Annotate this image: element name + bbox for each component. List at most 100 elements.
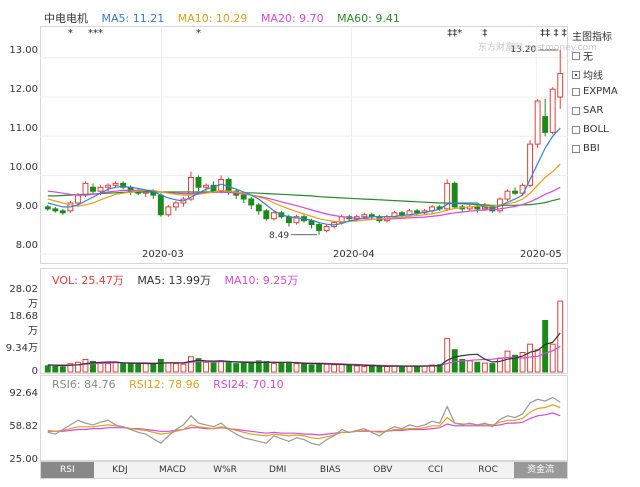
vol-ma10-legend: MA10: 9.25万 (224, 274, 299, 287)
tab-dmi[interactable]: DMI (268, 465, 287, 475)
candle-body (263, 210, 270, 220)
volume-bar (293, 363, 300, 373)
vol-tick-zero: 0 (31, 366, 38, 377)
tab-rsi[interactable]: RSI (41, 462, 94, 478)
volume-bar (361, 365, 368, 373)
volume-bar (444, 338, 451, 373)
volume-bar (142, 363, 149, 373)
checkbox-icon (572, 125, 580, 134)
candle-body (59, 210, 66, 214)
volume-bar (549, 343, 556, 373)
event-mark: * (196, 28, 201, 39)
tab-wr[interactable]: W%R (213, 465, 237, 475)
volume-bar (188, 356, 194, 373)
price-chart[interactable]: * ** * * ‡‡* ‡ ‡‡ ‡ ‡13.208.49 (40, 26, 568, 264)
indicator-sar[interactable]: SAR (572, 105, 603, 116)
volume-bar (105, 363, 112, 373)
candle-body (399, 212, 405, 216)
volume-bar (481, 362, 488, 373)
volume-bar (346, 364, 353, 373)
candle-body (188, 176, 194, 200)
volume-bar (331, 364, 338, 373)
watermark: 东方财富网 eastmoney.com (478, 43, 597, 53)
tab-fund-flow[interactable]: 资金流 (514, 462, 567, 478)
vol-tick-low: 9.34万 (5, 343, 38, 354)
volume-bar (436, 364, 443, 373)
volume-bar (263, 360, 270, 373)
checkbox-icon (572, 144, 580, 153)
volume-bar (285, 361, 292, 373)
candle-body (74, 194, 81, 204)
volume-bar (323, 363, 330, 373)
volume-bar (74, 361, 81, 373)
candle-body (474, 206, 481, 210)
event-mark: ** (88, 28, 98, 39)
tab-obv[interactable]: OBV (373, 465, 393, 475)
volume-bar (489, 363, 496, 373)
rsi-tick-mid: 58.82 (9, 421, 38, 432)
tab-macd[interactable]: MACD (158, 465, 186, 475)
candle-body (285, 216, 292, 224)
candle-body (444, 182, 451, 210)
checkbox-icon (572, 106, 580, 115)
ma5-legend: MA5: 11.21 (101, 12, 165, 25)
event-mark: ‡ ‡ (554, 28, 567, 39)
volume-bar (383, 365, 390, 373)
tab-cci[interactable]: CCI (427, 465, 444, 475)
candle-body (172, 202, 179, 208)
tab-bias[interactable]: BIAS (319, 465, 341, 475)
volume-bar (150, 363, 157, 373)
candle-body (157, 194, 164, 216)
volume-bar (157, 358, 164, 373)
volume-bar (67, 363, 74, 373)
vol-ma5-legend: MA5: 13.99万 (137, 274, 212, 287)
ma60-legend: MA60: 9.41 (337, 12, 400, 25)
rsi-chart[interactable] (40, 375, 568, 461)
volume-bar (316, 362, 323, 373)
volume-bar (90, 360, 96, 373)
volume-bar (127, 363, 134, 373)
tab-roc[interactable]: ROC (478, 465, 498, 475)
volume-bar (97, 362, 104, 373)
candle-body (52, 208, 59, 212)
volume-bar (406, 365, 413, 373)
volume-bar (52, 365, 59, 373)
volume-bar (59, 366, 66, 373)
volume-bar (534, 349, 541, 373)
volume-bar (466, 360, 473, 373)
volume-bar (399, 365, 405, 373)
candle-body (293, 216, 300, 224)
indicator-bbi[interactable]: BBI (572, 143, 600, 154)
ma20-line (47, 186, 561, 220)
event-mark: ‡‡* (447, 28, 462, 39)
rsi6-line (47, 396, 561, 446)
candle-body (504, 190, 511, 200)
volume-bar (112, 361, 119, 373)
rsi24-legend: RSI24: 70.10 (213, 378, 284, 391)
candle-body (225, 178, 232, 192)
price-tick-10: 10.00 (9, 162, 38, 173)
event-mark: * (98, 28, 103, 39)
candle-body (323, 226, 330, 231)
candle-body (512, 190, 518, 194)
vol-tick-max: 28.02万 (9, 284, 38, 310)
indicator-boll[interactable]: BOLL (572, 124, 609, 135)
stock-name: 中电电机 (44, 12, 88, 25)
volume-chart[interactable] (40, 268, 568, 374)
volume-bar (414, 365, 420, 373)
indicator-ma[interactable]: 均线 (572, 67, 603, 82)
indicator-expma[interactable]: EXPMA (572, 86, 618, 97)
high-annotation: 13.20 (510, 45, 536, 55)
event-mark: * (68, 28, 73, 39)
indicator-menu-title: 主图指标 (572, 32, 612, 43)
volume-bar (203, 361, 209, 373)
rsi12-legend: RSI12: 78.96 (129, 378, 200, 391)
volume-bar (248, 361, 255, 373)
indicator-none[interactable]: 无 (572, 48, 593, 63)
date-tick-march: 2020-03 (142, 249, 184, 260)
volume-bar (165, 362, 172, 373)
volume-bar (429, 364, 436, 373)
tab-kdj[interactable]: KDJ (112, 465, 128, 475)
volume-bar (180, 363, 187, 373)
volume-bar (210, 362, 217, 373)
